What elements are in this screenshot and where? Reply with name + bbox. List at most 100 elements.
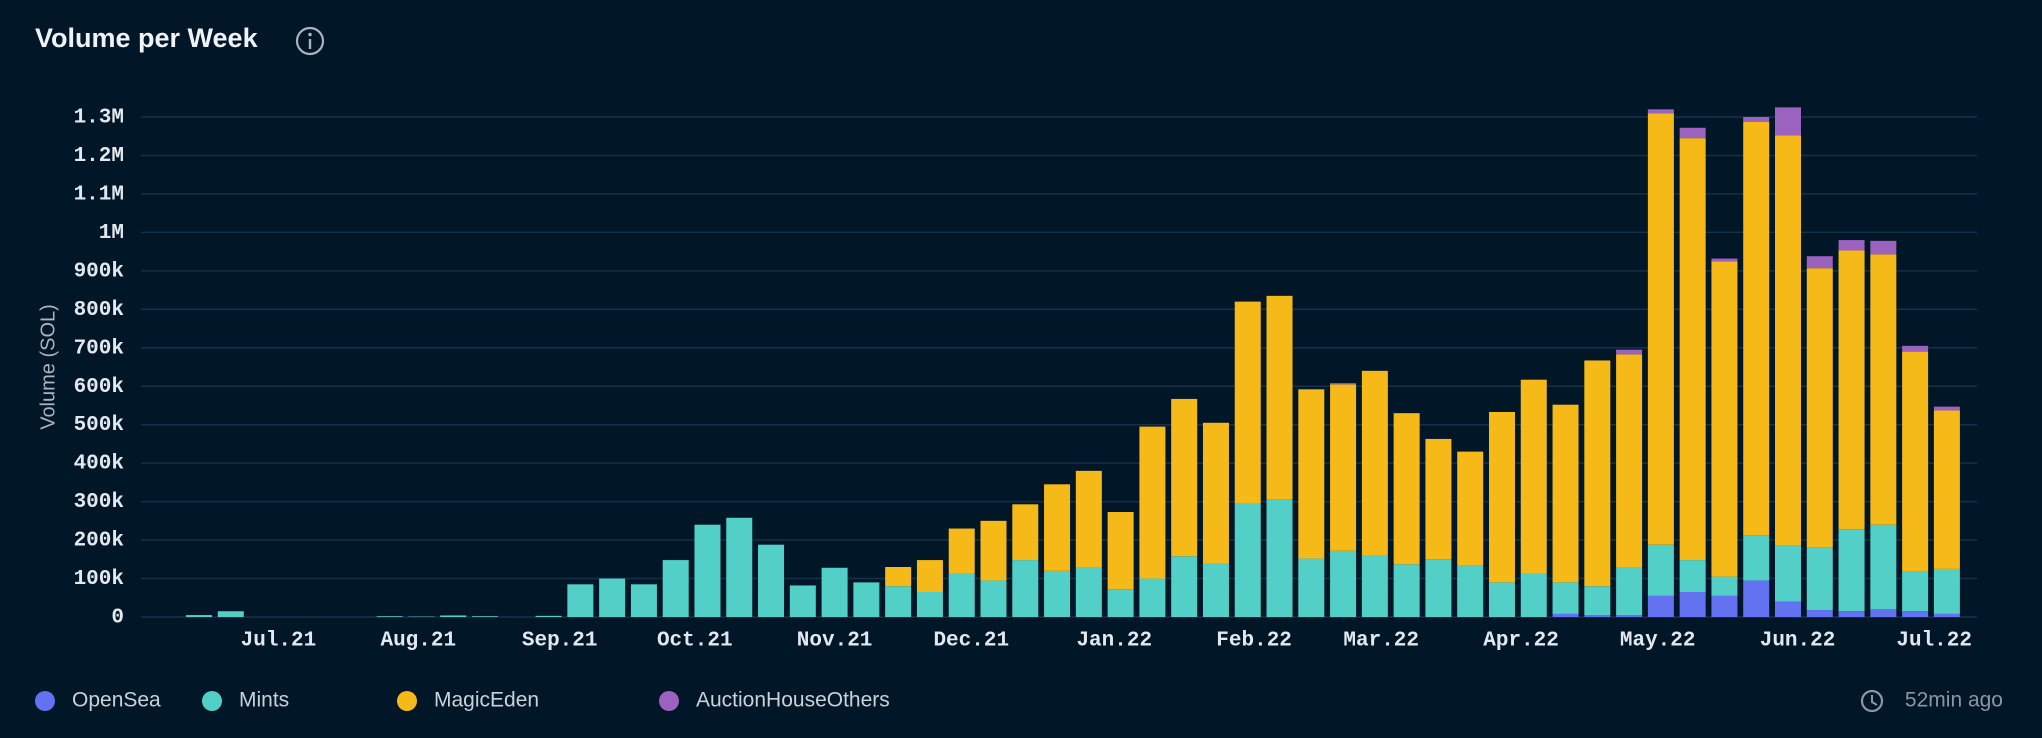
bar-segment	[1647, 113, 1674, 545]
bar-segment	[1806, 547, 1833, 611]
bar-segment	[1679, 138, 1706, 561]
bar-segment	[916, 560, 943, 592]
bar-segment	[1933, 613, 1960, 617]
bar-segment	[980, 520, 1007, 581]
bar-segment	[1488, 582, 1515, 617]
y-tick-label: 800k	[74, 299, 124, 322]
bar-segment	[1584, 360, 1611, 587]
x-tick-label: Jul.21	[241, 630, 317, 653]
bar-segment	[1806, 610, 1833, 617]
bar-segment	[1330, 384, 1357, 551]
y-tick-label: 1.2M	[74, 145, 124, 168]
bar-segment	[630, 584, 657, 617]
bar-segment	[1044, 570, 1071, 617]
y-tick-label: 1.1M	[74, 183, 124, 206]
bar-segment	[1902, 351, 1929, 572]
bar-segment	[1838, 529, 1865, 612]
bar-segment	[1616, 615, 1643, 617]
x-tick-label: May.22	[1620, 630, 1696, 653]
bar-segment	[1266, 295, 1293, 500]
bar-segment	[1330, 383, 1357, 385]
bar-segment	[535, 615, 562, 617]
bar-segment	[853, 582, 880, 617]
y-tick-label: 300k	[74, 491, 124, 514]
x-tick-label: Apr.22	[1483, 630, 1559, 653]
bar-segment	[567, 584, 594, 617]
bar-segment	[1806, 268, 1833, 548]
info-icon[interactable]	[295, 26, 325, 56]
bar-segment	[980, 580, 1007, 617]
legend-swatch	[202, 691, 222, 711]
bar-segment	[1616, 354, 1643, 567]
bar-segment	[1520, 573, 1547, 617]
bar-segment	[1902, 611, 1929, 617]
y-axis-label: Volume (SOL)	[37, 304, 59, 430]
bar-segment	[1584, 586, 1611, 616]
x-tick-label: Jan.22	[1076, 630, 1152, 653]
bar-segment	[376, 616, 403, 617]
bar-segment	[1679, 592, 1706, 617]
bar-segment	[1870, 524, 1897, 610]
updated-text: 52min ago	[1905, 689, 2003, 712]
bar-segment	[1647, 109, 1674, 114]
y-tick-label: 0	[111, 607, 124, 630]
bar-segment	[1902, 345, 1929, 352]
bar-segment	[1775, 107, 1801, 136]
bar-segment	[1838, 250, 1865, 530]
legend-swatch	[397, 691, 417, 711]
x-tick-label: Jul.22	[1896, 630, 1972, 653]
bar-segment	[1552, 404, 1579, 583]
bar-segment	[1488, 412, 1515, 583]
bar-segment	[472, 616, 499, 617]
bar-segment	[1711, 595, 1738, 617]
bar-segment	[1870, 254, 1897, 525]
legend-label: OpenSea	[72, 689, 161, 712]
bar-segment	[1202, 563, 1229, 617]
bar-segment	[1806, 256, 1833, 269]
bar-segment	[440, 615, 467, 617]
bar-segment	[1107, 589, 1134, 617]
x-tick-label: Jun.22	[1760, 630, 1836, 653]
bar-segment	[1139, 578, 1166, 617]
x-tick-label: Nov.21	[797, 630, 873, 653]
bar-segment	[1202, 422, 1229, 564]
bar-segment	[1393, 413, 1420, 565]
bar-segment	[1171, 556, 1198, 617]
bar-segment	[1361, 555, 1388, 617]
bar-segment	[1234, 301, 1261, 504]
bar-segment	[821, 567, 848, 617]
bar-segment	[1012, 504, 1039, 561]
bar-segment	[1552, 613, 1579, 617]
bar-segment	[217, 611, 244, 617]
bar-segment	[599, 578, 626, 617]
x-tick-label: Sep.21	[522, 630, 598, 653]
bar-segment	[1933, 406, 1960, 411]
bar-segment	[1298, 389, 1325, 559]
bar-segment	[1743, 535, 1770, 581]
legend-swatch	[659, 691, 679, 711]
bar-segment	[1075, 567, 1102, 617]
y-tick-label: 200k	[74, 530, 124, 553]
bar-segment	[694, 524, 721, 617]
legend-label: AuctionHouseOthers	[696, 689, 890, 712]
bar-segment	[885, 567, 912, 587]
bar-segment	[1933, 410, 1960, 569]
x-tick-label: Aug.21	[380, 630, 456, 653]
bar-segment	[1711, 258, 1738, 262]
y-tick-label: 600k	[74, 376, 124, 399]
bar-segment	[1870, 240, 1897, 255]
bar-segment	[885, 586, 912, 617]
bar-segment	[948, 528, 975, 574]
bar-segment	[1775, 601, 1801, 617]
bar-segment	[1711, 576, 1738, 596]
y-tick-label: 100k	[74, 568, 124, 591]
bar-segment	[1425, 559, 1452, 617]
y-tick-label: 400k	[74, 453, 124, 476]
y-tick-label: 900k	[74, 260, 124, 283]
bar-segment	[789, 585, 816, 617]
bar-segment	[1393, 564, 1420, 617]
bar-segment	[1838, 611, 1865, 617]
bar-segment	[1457, 565, 1484, 617]
